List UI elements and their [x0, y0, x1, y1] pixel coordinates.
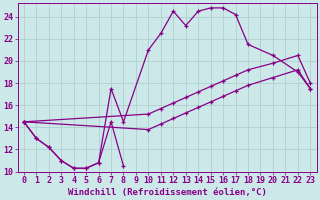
X-axis label: Windchill (Refroidissement éolien,°C): Windchill (Refroidissement éolien,°C) [68, 188, 267, 197]
